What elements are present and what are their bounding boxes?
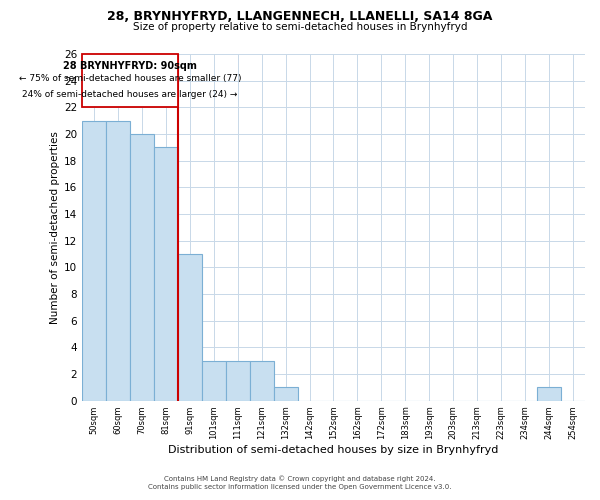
Bar bbox=[537, 388, 561, 400]
Bar bbox=[274, 388, 298, 400]
Bar bbox=[130, 134, 154, 400]
Text: 28, BRYNHYFRYD, LLANGENNECH, LLANELLI, SA14 8GA: 28, BRYNHYFRYD, LLANGENNECH, LLANELLI, S… bbox=[107, 10, 493, 23]
Bar bbox=[154, 148, 178, 400]
Bar bbox=[106, 120, 130, 400]
Text: ← 75% of semi-detached houses are smaller (77): ← 75% of semi-detached houses are smalle… bbox=[19, 74, 241, 83]
Y-axis label: Number of semi-detached properties: Number of semi-detached properties bbox=[50, 131, 59, 324]
Bar bbox=[250, 360, 274, 401]
FancyBboxPatch shape bbox=[82, 54, 178, 108]
X-axis label: Distribution of semi-detached houses by size in Brynhyfryd: Distribution of semi-detached houses by … bbox=[168, 445, 499, 455]
Text: 24% of semi-detached houses are larger (24) →: 24% of semi-detached houses are larger (… bbox=[22, 90, 238, 99]
Text: Contains HM Land Registry data © Crown copyright and database right 2024.
Contai: Contains HM Land Registry data © Crown c… bbox=[148, 475, 452, 490]
Text: Size of property relative to semi-detached houses in Brynhyfryd: Size of property relative to semi-detach… bbox=[133, 22, 467, 32]
Bar bbox=[82, 120, 106, 400]
Bar bbox=[178, 254, 202, 400]
Text: 28 BRYNHYFRYD: 90sqm: 28 BRYNHYFRYD: 90sqm bbox=[63, 60, 197, 70]
Bar bbox=[226, 360, 250, 401]
Bar bbox=[202, 360, 226, 401]
